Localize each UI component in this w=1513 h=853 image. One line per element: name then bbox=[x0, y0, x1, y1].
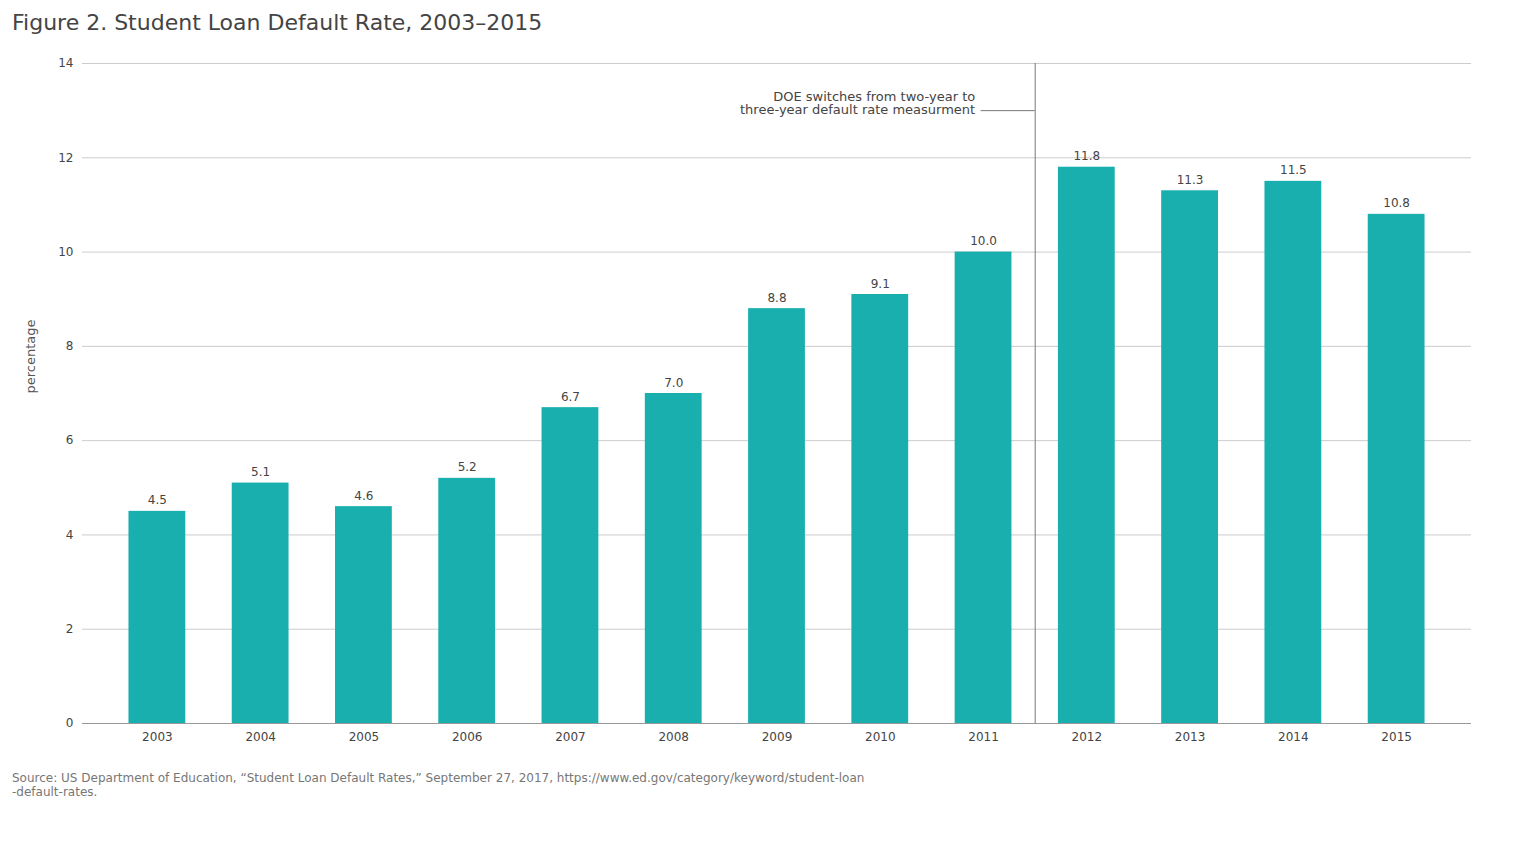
svg-text:DOE switches from two-year tot: DOE switches from two-year tothree-year … bbox=[740, 89, 975, 117]
svg-text:2008: 2008 bbox=[658, 730, 689, 744]
svg-text:6.7: 6.7 bbox=[561, 390, 580, 404]
svg-text:5.2: 5.2 bbox=[458, 460, 477, 474]
svg-text:11.8: 11.8 bbox=[1073, 149, 1100, 163]
svg-text:2004: 2004 bbox=[245, 730, 276, 744]
svg-text:11.5: 11.5 bbox=[1280, 163, 1307, 177]
svg-text:2014: 2014 bbox=[1278, 730, 1309, 744]
svg-text:2006: 2006 bbox=[452, 730, 483, 744]
svg-text:2010: 2010 bbox=[865, 730, 896, 744]
svg-text:2015: 2015 bbox=[1381, 730, 1412, 744]
svg-text:2: 2 bbox=[66, 622, 74, 636]
svg-text:4: 4 bbox=[66, 528, 74, 542]
svg-text:7.0: 7.0 bbox=[664, 376, 683, 390]
svg-text:11.3: 11.3 bbox=[1177, 173, 1204, 187]
svg-text:2011: 2011 bbox=[968, 730, 999, 744]
svg-text:6: 6 bbox=[66, 433, 74, 447]
svg-text:10.0: 10.0 bbox=[970, 234, 997, 248]
svg-text:8: 8 bbox=[66, 339, 74, 353]
svg-text:12: 12 bbox=[58, 151, 73, 165]
svg-text:percentage: percentage bbox=[23, 319, 38, 393]
svg-text:2013: 2013 bbox=[1175, 730, 1206, 744]
svg-text:2009: 2009 bbox=[762, 730, 793, 744]
svg-text:2012: 2012 bbox=[1072, 730, 1103, 744]
svg-text:14: 14 bbox=[58, 56, 73, 70]
svg-text:10.8: 10.8 bbox=[1383, 196, 1410, 210]
svg-text:2003: 2003 bbox=[142, 730, 173, 744]
svg-text:10: 10 bbox=[58, 245, 73, 259]
svg-text:0: 0 bbox=[66, 716, 74, 730]
svg-text:8.8: 8.8 bbox=[767, 291, 786, 305]
svg-text:2007: 2007 bbox=[555, 730, 586, 744]
svg-text:4.6: 4.6 bbox=[354, 489, 373, 503]
svg-text:4.5: 4.5 bbox=[148, 493, 167, 507]
html-text:Source: US Department of Educa: Source: US Department of Education, “Stu… bbox=[12, 771, 865, 799]
svg-text:2005: 2005 bbox=[349, 730, 380, 744]
svg-text:5.1: 5.1 bbox=[251, 465, 270, 479]
svg-text:9.1: 9.1 bbox=[871, 277, 890, 291]
html-text:Figure 2. Student Loan Default: Figure 2. Student Loan Default Rate, 200… bbox=[12, 10, 543, 35]
